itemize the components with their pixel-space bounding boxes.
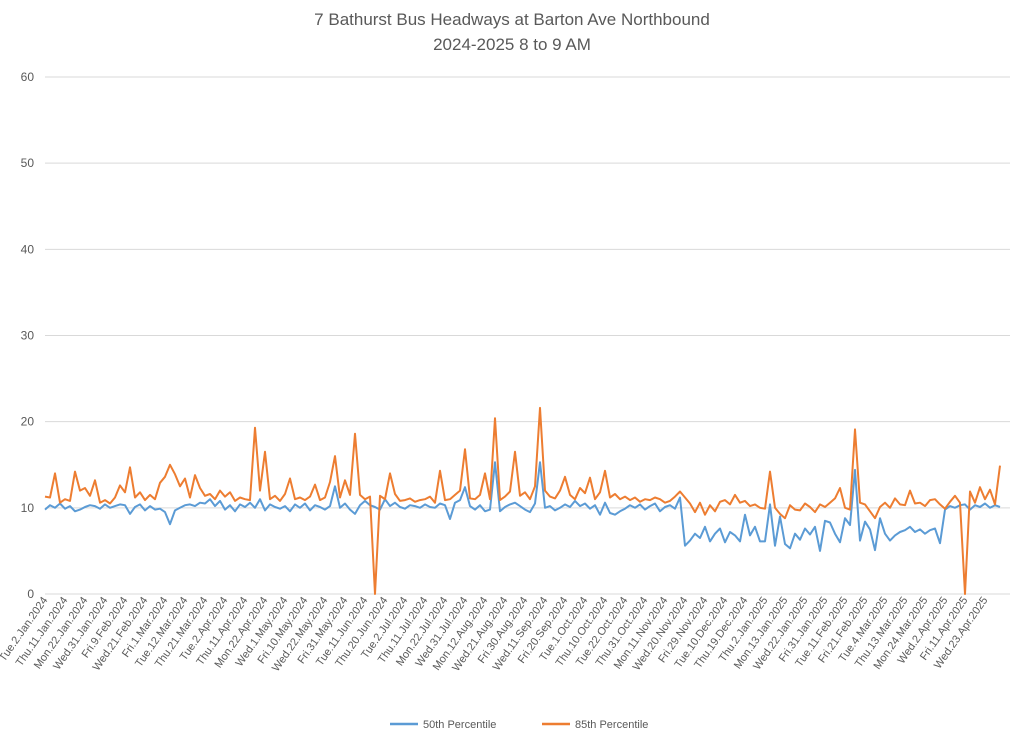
series-line-85th-percentile [44,406,1001,595]
x-axis-ticks: Tue.2.Jan.2024Thu.11.Jan.2024Mon.22.Jan.… [0,595,990,674]
y-tick-label-20: 20 [21,415,35,429]
legend-label-50th: 50th Percentile [423,719,496,731]
y-tick-label-0: 0 [27,587,34,601]
legend-label-85th: 85th Percentile [575,719,648,731]
legend: 50th Percentile 85th Percentile [390,719,648,731]
y-tick-label-60: 60 [21,70,35,84]
y-tick-label-40: 40 [21,242,35,256]
chart-title-line-1: 7 Bathurst Bus Headways at Barton Ave No… [314,10,710,29]
series-lines [44,406,1001,595]
y-axis-ticks: 0 10 20 30 40 50 60 [21,70,35,601]
y-tick-label-10: 10 [21,501,35,515]
y-tick-label-30: 30 [21,329,35,343]
y-tick-label-50: 50 [21,156,35,170]
series-line-50th-percentile [44,461,1001,552]
gridlines [45,76,1010,595]
chart-title-line-2: 2024-2025 8 to 9 AM [433,35,591,54]
